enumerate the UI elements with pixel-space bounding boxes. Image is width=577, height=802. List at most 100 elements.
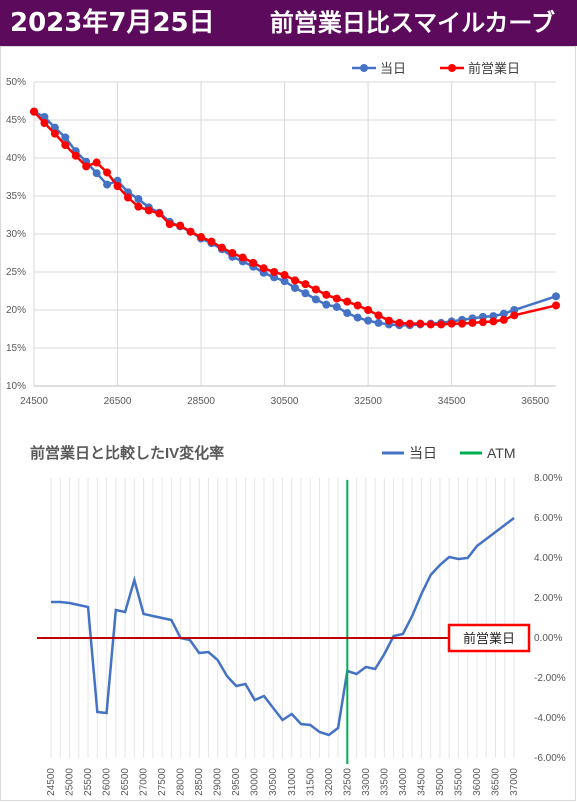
x-tick-label: 25500 — [83, 768, 94, 796]
x-tick-label: 24500 — [20, 396, 48, 407]
legend-label: ATM — [487, 445, 516, 461]
y-tick-label: 20% — [6, 305, 26, 316]
x-tick-label: 35000 — [435, 768, 446, 796]
reference-label: 前営業日 — [463, 631, 515, 646]
y-tick-label: 35% — [6, 191, 26, 202]
data-point-prev-day — [197, 233, 206, 242]
data-point-prev-day — [322, 290, 331, 299]
data-point-prev-day — [405, 319, 414, 328]
smile-curve-chart: 10% 15% 20% 25% 30% 35% 40% 45% 50% 24500 26500 285… — [6, 61, 560, 407]
x-tick-label: 32500 — [342, 768, 353, 796]
series-line-today — [33, 110, 557, 327]
iv-change-chart: 前営業日と比較したIV変化率 8.00% 6.00% 4.00% 2.00% 0.00%… — [30, 444, 566, 796]
x-tick-label: 35500 — [453, 768, 464, 796]
data-point-prev-day — [217, 243, 226, 252]
series-line-today — [51, 517, 515, 737]
data-point-prev-day — [270, 268, 279, 276]
data-point-prev-day — [489, 317, 498, 326]
data-point-prev-day — [301, 280, 310, 289]
x-tick-label: 26500 — [120, 768, 131, 796]
x-tick-label: 34000 — [398, 768, 409, 796]
data-point-prev-day — [134, 202, 143, 211]
data-point-prev-day — [374, 311, 383, 320]
data-point-today — [353, 313, 362, 322]
chart1-gridlines — [33, 81, 556, 387]
x-tick-label: 28500 — [194, 768, 205, 796]
data-point-prev-day — [447, 319, 456, 328]
data-point-today — [134, 195, 143, 204]
data-point-today — [61, 133, 70, 142]
data-point-prev-day — [259, 264, 268, 273]
data-point-today — [103, 180, 112, 189]
x-tick-label: 29000 — [213, 768, 224, 796]
x-tick-label: 36500 — [490, 768, 501, 796]
data-point-prev-day — [186, 227, 195, 236]
data-point-prev-day — [40, 119, 49, 128]
x-tick-label: 30500 — [268, 768, 279, 796]
legend-label: 当日 — [409, 445, 437, 461]
y-tick-label: 45% — [6, 115, 26, 126]
x-tick-label: 28500 — [187, 396, 215, 407]
x-tick-label: 31000 — [287, 768, 298, 796]
data-point-today — [332, 302, 341, 311]
data-point-prev-day — [249, 258, 258, 267]
y-tick-label: 25% — [6, 267, 26, 278]
data-point-prev-day — [478, 318, 487, 327]
y-tick-label: 15% — [6, 343, 26, 354]
x-tick-label: 31500 — [305, 768, 316, 796]
data-point-today — [552, 292, 560, 301]
y-tick-label: 4.00% — [534, 553, 562, 564]
data-point-prev-day — [332, 294, 341, 303]
y-tick-label: 8.00% — [534, 473, 562, 484]
data-point-prev-day — [113, 182, 122, 191]
x-tick-label: 27500 — [157, 768, 168, 796]
data-point-prev-day — [207, 237, 216, 246]
data-point-prev-day — [416, 319, 425, 328]
header-date: 2023年7月25日 — [10, 8, 215, 38]
data-point-prev-day — [395, 318, 404, 327]
x-tick-label: 29500 — [231, 768, 242, 796]
x-tick-label: 36500 — [521, 396, 549, 407]
data-point-prev-day — [343, 297, 352, 306]
charts-frame — [0, 46, 576, 801]
data-point-prev-day — [61, 141, 70, 150]
data-point-prev-day — [103, 168, 112, 177]
data-point-today — [301, 289, 310, 298]
data-point-today — [280, 277, 289, 286]
y-tick-label: 2.00% — [534, 593, 562, 604]
x-tick-label: 25000 — [65, 768, 76, 796]
x-tick-label: 26000 — [102, 768, 113, 796]
data-point-today — [374, 318, 383, 327]
data-point-prev-day — [499, 315, 508, 324]
x-tick-label: 24500 — [46, 768, 57, 796]
data-point-prev-day — [238, 253, 247, 262]
y-tick-label: 40% — [6, 153, 26, 164]
data-point-prev-day — [71, 151, 80, 160]
data-point-prev-day — [176, 221, 185, 230]
data-point-today — [40, 112, 49, 121]
data-point-prev-day — [311, 285, 320, 294]
data-point-prev-day — [50, 129, 59, 138]
x-tick-label: 32000 — [324, 768, 335, 796]
data-point-prev-day — [510, 311, 519, 320]
reference-label-box — [447, 623, 531, 653]
legend-marker — [448, 64, 456, 72]
x-tick-label: 34500 — [416, 768, 427, 796]
x-tick-label: 37000 — [509, 768, 520, 796]
y-tick-label: 50% — [6, 77, 26, 88]
data-point-today — [92, 169, 101, 178]
data-point-prev-day — [123, 193, 132, 202]
data-point-prev-day — [468, 318, 477, 327]
data-point-prev-day — [291, 276, 299, 285]
chart2-reference: 前営業日 — [37, 623, 531, 653]
data-point-prev-day — [82, 162, 91, 171]
data-point-today — [499, 309, 508, 318]
y-tick-label: 6.00% — [534, 513, 562, 524]
data-point-prev-day — [228, 249, 237, 257]
header-title: 前営業日比スマイルカーブ — [269, 9, 555, 37]
x-tick-label: 33000 — [361, 768, 372, 796]
data-point-prev-day — [552, 301, 560, 310]
data-point-prev-day — [458, 319, 467, 328]
data-point-prev-day — [144, 206, 153, 215]
y-tick-label: -2.00% — [534, 673, 566, 684]
